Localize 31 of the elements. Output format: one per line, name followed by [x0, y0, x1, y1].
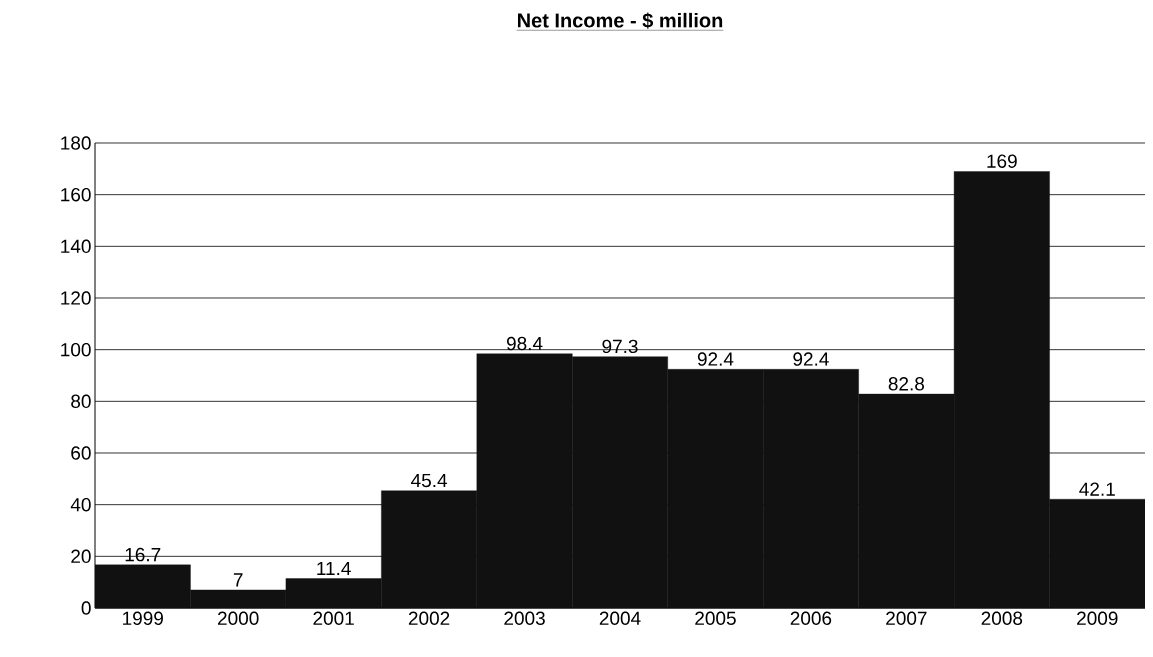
data-label: 82.8 — [888, 377, 925, 391]
y-tick-label: 140 — [61, 239, 91, 254]
y-tick-label: 120 — [61, 291, 91, 305]
y-tick-label: 60 — [71, 446, 91, 460]
data-label: 92.4 — [697, 352, 734, 366]
chart-title: Net Income - $ million — [517, 12, 723, 29]
y-tick-label: 100 — [61, 342, 91, 357]
x-tick-label: 2003 — [504, 611, 545, 625]
y-tick-label: 20 — [71, 549, 91, 564]
data-label: 169 — [987, 154, 1017, 168]
x-tick-label: 2005 — [695, 611, 736, 625]
x-tick-label: 2009 — [1077, 611, 1118, 625]
x-tick-label: 2000 — [218, 611, 259, 625]
x-tick-label: 2002 — [408, 611, 450, 625]
data-label: 92.4 — [793, 352, 829, 366]
x-tick-label: 2004 — [599, 611, 641, 625]
y-tick-label: 40 — [70, 497, 91, 512]
data-label: 7 — [233, 573, 243, 587]
data-label: 42.1 — [1079, 482, 1115, 496]
y-tick-label: 160 — [61, 187, 91, 202]
y-tick-label: 0 — [81, 601, 91, 615]
data-label: 45.4 — [411, 473, 448, 488]
data-label: 11.4 — [317, 561, 351, 576]
data-label: 98.4 — [506, 336, 543, 351]
x-tick-label: 2008 — [981, 611, 1023, 625]
y-tick-label: 180 — [61, 136, 91, 150]
x-tick-label: 1999 — [123, 611, 163, 625]
y-tick-label: 80 — [71, 394, 91, 409]
x-tick-label: 2001 — [313, 611, 354, 625]
x-tick-label: 2006 — [790, 611, 832, 625]
x-tick-label: 2007 — [886, 611, 927, 625]
